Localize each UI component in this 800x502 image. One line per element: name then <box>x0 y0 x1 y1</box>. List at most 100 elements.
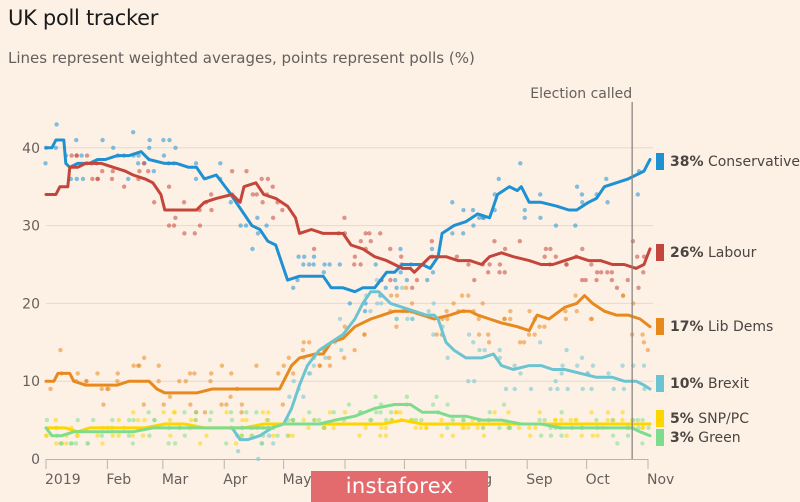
watermark-instaforex: instaforex <box>311 471 488 502</box>
poll-point-labour <box>110 168 116 174</box>
poll-point-green <box>419 417 424 423</box>
poll-point-labour <box>492 238 497 244</box>
poll-point-snppc <box>142 417 147 423</box>
poll-point-brexit <box>466 332 472 337</box>
y-tick-label-40: 40 <box>22 141 40 157</box>
poll-point-brexit <box>466 379 471 384</box>
poll-point-snppc <box>595 433 600 438</box>
poll-point-brexit <box>559 371 564 376</box>
poll-point-libdems <box>444 308 449 314</box>
poll-point-libdems <box>177 379 182 384</box>
poll-point-green <box>44 417 50 423</box>
poll-point-conservative <box>496 176 501 182</box>
legend-label-brexit: 10% Brexit <box>670 376 750 392</box>
poll-point-green <box>388 410 394 415</box>
poll-point-snppc <box>460 425 465 431</box>
poll-point-conservative <box>255 231 261 236</box>
poll-point-snppc <box>363 425 368 431</box>
poll-point-snppc <box>378 433 383 438</box>
legend-name-labour: Labour <box>704 245 757 261</box>
poll-point-conservative <box>151 168 157 174</box>
series-line-snppc <box>44 418 652 434</box>
legend-name-snppc: SNP/PC <box>694 411 749 427</box>
poll-point-brexit <box>548 386 553 392</box>
poll-point-conservative <box>522 215 527 221</box>
poll-point-labour <box>388 246 393 252</box>
poll-point-labour <box>414 277 420 283</box>
poll-point-green <box>640 441 645 446</box>
poll-point-green <box>559 410 564 415</box>
poll-point-brexit <box>271 441 276 446</box>
legend-swatch-snppc <box>656 410 664 427</box>
poll-point-snppc <box>533 425 538 431</box>
poll-point-conservative <box>471 223 476 228</box>
poll-point-libdems <box>187 371 193 376</box>
poll-point-labour <box>388 277 393 283</box>
poll-point-labour <box>466 262 471 267</box>
poll-point-green <box>182 433 188 438</box>
poll-point-green <box>228 410 234 415</box>
poll-point-green <box>265 417 271 423</box>
legend-value-green: 3% <box>670 430 694 446</box>
poll-point-snppc <box>357 433 362 438</box>
poll-point-snppc <box>590 433 595 438</box>
poll-point-snppc <box>167 417 173 423</box>
poll-point-green <box>290 417 296 423</box>
poll-point-libdems <box>588 316 594 322</box>
poll-point-libdems <box>101 402 106 407</box>
poll-point-labour <box>367 231 372 236</box>
gridlines <box>46 147 653 382</box>
poll-point-brexit <box>477 347 482 353</box>
poll-point-libdems <box>537 324 542 329</box>
poll-point-brexit <box>621 386 627 392</box>
poll-point-libdems <box>167 394 173 399</box>
legend-item-libdems: 17% Lib Dems <box>656 318 773 335</box>
poll-point-libdems <box>341 355 347 361</box>
poll-point-labour <box>171 223 177 228</box>
poll-point-conservative <box>301 262 306 267</box>
poll-point-green <box>58 441 63 446</box>
poll-point-snppc <box>475 425 480 431</box>
poll-point-green <box>404 394 410 399</box>
poll-point-libdems <box>156 363 161 368</box>
poll-point-labour <box>352 254 358 259</box>
poll-point-libdems <box>502 316 507 322</box>
poll-point-conservative <box>404 277 410 283</box>
x-tick-label-sep: Sep <box>526 472 553 488</box>
y-axis: 0 10 20 30 40 <box>22 141 40 468</box>
poll-point-green <box>610 417 615 423</box>
poll-point-conservative <box>193 176 199 182</box>
poll-point-green <box>461 417 466 423</box>
poll-point-green <box>497 425 502 431</box>
poll-point-green <box>610 433 616 438</box>
poll-point-labour <box>182 231 187 236</box>
poll-point-snppc <box>423 425 429 431</box>
poll-point-libdems <box>352 347 357 353</box>
poll-point-conservative <box>362 308 368 314</box>
poll-point-libdems <box>508 316 513 322</box>
poll-point-libdems <box>219 402 224 407</box>
poll-point-labour <box>250 192 255 197</box>
poll-point-conservative <box>429 246 435 252</box>
poll-point-green <box>244 410 249 415</box>
poll-point-libdems <box>115 371 120 376</box>
poll-point-labour <box>254 192 259 197</box>
poll-point-conservative <box>111 145 116 150</box>
poll-point-libdems <box>362 332 367 337</box>
poll-point-snppc <box>327 410 333 415</box>
poll-point-brexit <box>426 308 431 314</box>
poll-point-snppc <box>116 417 122 423</box>
poll-point-libdems <box>254 363 259 368</box>
poll-point-labour <box>497 270 502 275</box>
poll-point-green <box>374 410 379 415</box>
poll-point-labour <box>548 246 553 252</box>
poll-point-libdems <box>280 402 286 407</box>
poll-point-brexit <box>405 316 410 322</box>
poll-point-libdems <box>532 332 537 337</box>
poll-point-labour <box>598 270 604 275</box>
x-tick-label-2019: 2019 <box>45 472 81 488</box>
poll-point-libdems <box>239 410 244 415</box>
poll-point-conservative <box>301 254 307 259</box>
poll-point-snppc <box>342 410 348 415</box>
poll-point-libdems <box>228 394 233 399</box>
